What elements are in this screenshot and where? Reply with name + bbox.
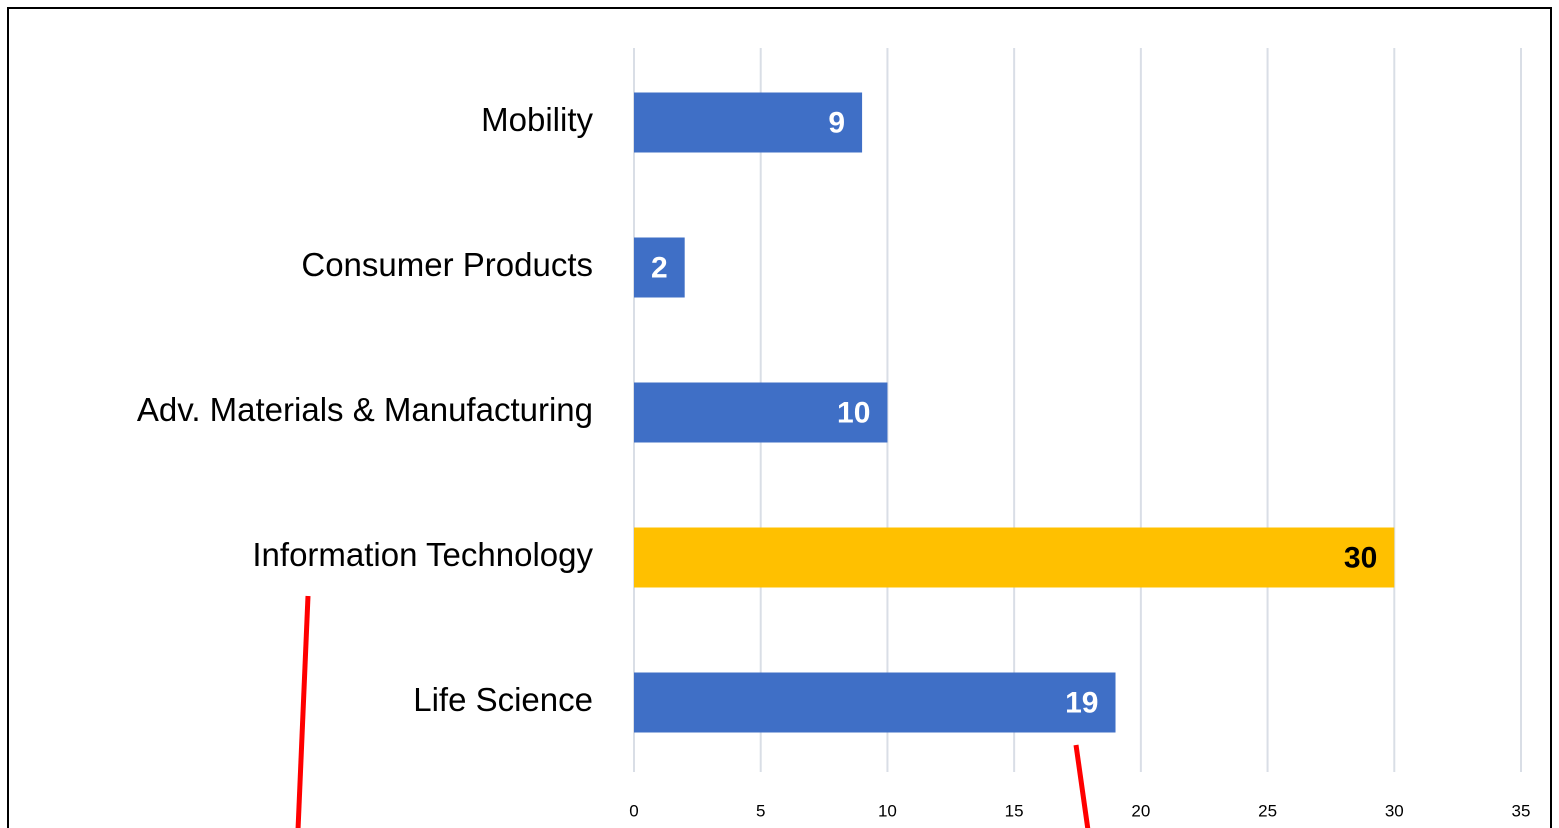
y-tick-label: Information Technology xyxy=(252,536,593,573)
x-tick-label: 35 xyxy=(1512,801,1531,820)
y-tick-label: Mobility xyxy=(481,101,593,138)
x-tick-label: 25 xyxy=(1258,801,1277,820)
frame xyxy=(7,7,1552,828)
annotation-line xyxy=(1073,744,1091,828)
data-label: 19 xyxy=(1065,686,1098,719)
x-tick-label: 30 xyxy=(1385,801,1404,820)
x-tick-label: 5 xyxy=(756,801,765,820)
x-tick-label: 0 xyxy=(629,801,638,820)
bar xyxy=(634,237,685,298)
data-label: 2 xyxy=(651,251,668,284)
bar xyxy=(634,672,1116,733)
y-tick-label: Consumer Products xyxy=(301,246,593,283)
bar xyxy=(634,92,863,153)
plot-area: 0 5 10 15 20 25 30 35 Mobility 9 Consumer Products… xyxy=(137,48,1531,820)
data-label: 9 xyxy=(828,106,845,139)
data-label: 10 xyxy=(837,396,870,429)
bar xyxy=(634,382,888,443)
y-tick-label: Life Science xyxy=(413,681,593,718)
bar xyxy=(634,527,1395,588)
data-label: 30 xyxy=(1344,541,1377,574)
x-tick-label: 20 xyxy=(1131,801,1150,820)
x-tick-label: 10 xyxy=(878,801,897,820)
annotation-line xyxy=(295,595,311,828)
y-tick-label: Adv. Materials & Manufacturing xyxy=(137,391,593,428)
x-tick-label: 15 xyxy=(1005,801,1024,820)
